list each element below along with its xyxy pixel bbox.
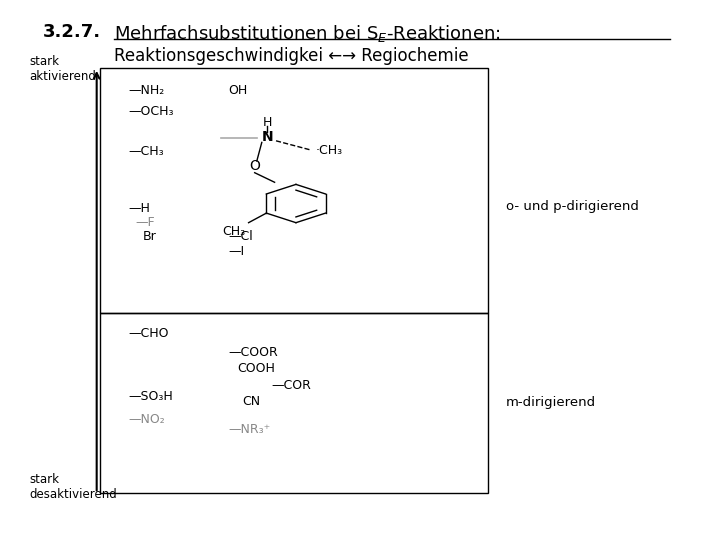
Bar: [100, 313, 488, 494]
Text: o- und p-dirigierend: o- und p-dirigierend: [506, 200, 639, 213]
Text: Mehrfachsubstitutionen bei S$_{E}$-Reaktionen:: Mehrfachsubstitutionen bei S$_{E}$-Reakt…: [114, 23, 501, 44]
Text: ·CH₃: ·CH₃: [316, 144, 343, 157]
Text: Reaktionsgeschwindigkei ←→ Regiochemie: Reaktionsgeschwindigkei ←→ Regiochemie: [114, 46, 469, 65]
Text: O: O: [249, 159, 260, 173]
Text: OH: OH: [228, 84, 248, 97]
Text: stark
desaktivierend: stark desaktivierend: [29, 473, 117, 501]
Text: N: N: [261, 130, 274, 144]
Text: 3.2.7.: 3.2.7.: [43, 23, 102, 41]
Text: —COOR: —COOR: [228, 346, 278, 359]
Text: —F: —F: [136, 215, 156, 228]
Text: —SO₃H: —SO₃H: [129, 390, 174, 403]
Text: —CHO: —CHO: [129, 327, 169, 340]
Text: Br: Br: [143, 230, 157, 243]
Text: —OCH₃: —OCH₃: [129, 105, 174, 118]
Text: —I: —I: [228, 245, 245, 258]
Text: —COR: —COR: [271, 380, 311, 393]
Text: COOH: COOH: [238, 362, 276, 375]
Text: —CH₃: —CH₃: [129, 145, 164, 158]
Text: —NH₂: —NH₂: [129, 84, 165, 97]
Bar: [100, 68, 488, 313]
Text: H: H: [263, 116, 272, 129]
Text: —Cl: —Cl: [228, 230, 253, 243]
Text: —H: —H: [129, 202, 150, 215]
Text: m-dirigierend: m-dirigierend: [506, 396, 596, 409]
Text: —NR₃⁺: —NR₃⁺: [228, 423, 271, 436]
Text: CN: CN: [243, 395, 261, 408]
Text: CH₃: CH₃: [222, 225, 245, 238]
Text: —NO₂: —NO₂: [129, 414, 166, 427]
Text: stark
aktivierend: stark aktivierend: [29, 55, 96, 83]
